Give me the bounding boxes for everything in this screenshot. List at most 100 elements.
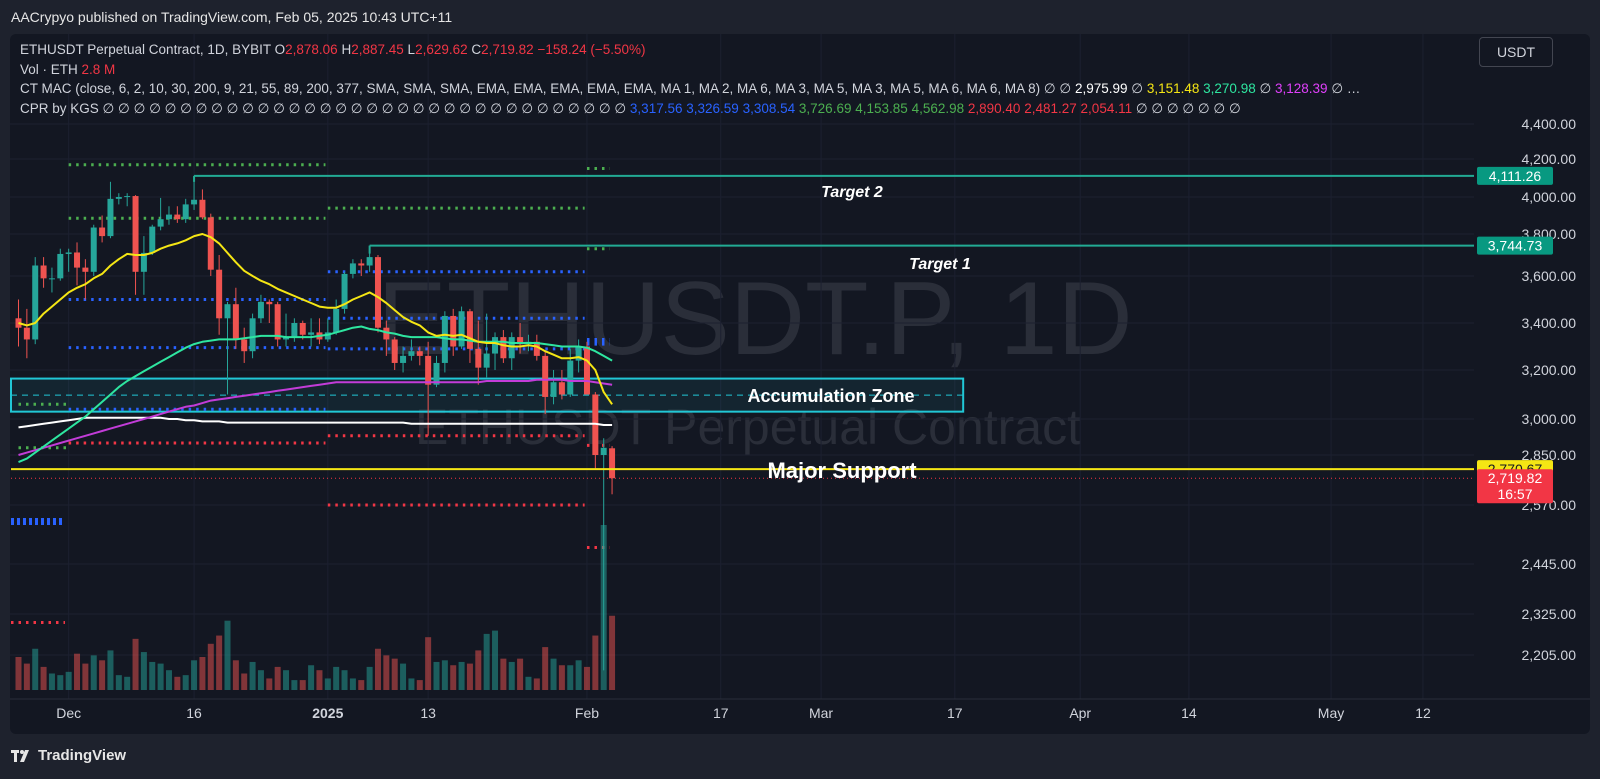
volume-bar	[558, 665, 565, 690]
candle-body	[366, 257, 373, 266]
cpr-value-6: 4,562.98	[911, 100, 965, 116]
indicator-legend: ETHUSDT Perpetual Contract, 1D, BYBIT O 2…	[20, 40, 1360, 118]
volume-bar	[15, 657, 22, 690]
volume-bar	[400, 663, 407, 690]
volume-bar	[341, 670, 348, 690]
volume-label: Vol · ETH	[20, 61, 78, 77]
volume-bar	[48, 673, 55, 690]
volume-bar	[333, 666, 340, 690]
publish-text: AACrypyo published on TradingView.com, F…	[11, 9, 453, 25]
candle-body	[466, 311, 473, 349]
candle-body	[450, 315, 457, 347]
cpr-label: CPR by KGS	[20, 100, 99, 116]
volume-bar	[140, 652, 147, 690]
volume-bar	[492, 630, 499, 690]
ctmac-sep-1: ∅	[1131, 81, 1144, 96]
volume-bar	[308, 665, 315, 690]
candle-body	[550, 382, 557, 397]
volume-bar	[199, 657, 206, 690]
volume-bar	[90, 655, 97, 690]
candle-body	[157, 219, 164, 227]
time-tick-label: 14	[1181, 705, 1197, 721]
candle-body	[283, 337, 290, 340]
candle-body	[383, 327, 390, 340]
ctmac-value-4: 3,128.39	[1275, 81, 1328, 96]
volume-bar	[182, 675, 189, 690]
volume-bar	[291, 680, 298, 690]
time-tick-label: 12	[1415, 705, 1431, 721]
cpr-value-8: 2,481.27	[1024, 100, 1077, 116]
volume-bar	[23, 663, 30, 690]
legend-cpr-row[interactable]: CPR by KGS ∅ ∅ ∅ ∅ ∅ ∅ ∅ ∅ ∅ ∅ ∅ ∅ ∅ ∅ ∅…	[20, 99, 1360, 119]
volume-bar	[241, 673, 248, 690]
time-tick-label: Feb	[575, 705, 599, 721]
candle-body	[99, 227, 106, 237]
candle-body	[48, 278, 55, 280]
volume-bar	[266, 678, 273, 690]
legend-volume-row[interactable]: Vol · ETH 2.8 M	[20, 60, 1360, 80]
target-1-price-tag-bg	[1477, 236, 1553, 255]
ctmac-label: CT MAC (close, 6, 2, 10, 30, 200, 9, 21,…	[20, 81, 1041, 96]
volume-bar	[207, 643, 214, 690]
ctmac-value-3: 3,270.98	[1203, 81, 1256, 96]
last-price-tag: 2,719.82	[1488, 470, 1543, 486]
open-label: O	[274, 42, 286, 57]
volume-bar	[525, 676, 532, 690]
close-value: 2,719.82	[481, 42, 534, 57]
candle-body	[174, 214, 181, 220]
price-axis[interactable]: 2,205.002,325.002,445.002,570.002,850.00…	[1474, 34, 1590, 699]
candle-body	[533, 341, 540, 356]
volume-bar	[550, 658, 557, 690]
tradingview-logo[interactable]: TradingView	[11, 747, 126, 764]
price-tick-label: 2,325.00	[1522, 606, 1577, 622]
cpr-value-2: 3,326.59	[686, 100, 739, 116]
price-chart[interactable]: ETHUSDT.P, 1D ETHUSDT Perpetual Contract…	[10, 34, 1590, 734]
candle-body	[124, 196, 131, 198]
candle-body	[425, 355, 432, 385]
target-1-label: Target 1	[909, 256, 971, 273]
low-value: 2,629.62	[415, 42, 468, 57]
candle-body	[458, 311, 465, 347]
volume-bar	[349, 678, 356, 690]
legend-ctmac-row[interactable]: CT MAC (close, 6, 2, 10, 30, 200, 9, 21,…	[20, 79, 1360, 99]
quote-currency-button[interactable]: USDT	[1479, 37, 1553, 67]
high-label: H	[341, 42, 352, 57]
time-tick-label: Dec	[56, 705, 81, 721]
volume-bar	[132, 638, 139, 690]
candle-body	[583, 346, 590, 395]
volume-bar	[99, 660, 106, 690]
time-axis[interactable]: Dec 16 2025 13 Feb 17 Mar 17 Apr 14 May 12	[10, 698, 1590, 721]
volume-bar	[583, 666, 590, 690]
change-value: −158.24 (−5.50%)	[537, 42, 646, 57]
candle-body	[408, 351, 415, 356]
volume-bar	[32, 648, 39, 690]
legend-symbol-row[interactable]: ETHUSDT Perpetual Contract, 1D, BYBIT O 2…	[20, 40, 1360, 60]
candle-body	[483, 353, 490, 368]
candle-body	[341, 273, 348, 309]
volume-bar	[299, 680, 306, 690]
volume-bar	[216, 635, 223, 690]
volume-bar	[149, 661, 156, 690]
candle-body	[182, 204, 189, 220]
candle-body	[567, 360, 574, 395]
close-label: C	[471, 42, 482, 57]
candle-body	[333, 308, 340, 333]
volume-bar	[82, 663, 89, 690]
symbol-name: ETHUSDT Perpetual Contract, 1D, BYBIT	[20, 42, 271, 57]
volume-bar	[191, 660, 198, 690]
candle-body	[542, 355, 549, 397]
ctmac-sep-2: ∅	[1259, 81, 1272, 96]
candle-body	[65, 252, 72, 254]
price-tick-label: 4,400.00	[1522, 116, 1577, 132]
chart-frame[interactable]: ETHUSDT.P, 1D ETHUSDT Perpetual Contract…	[10, 34, 1590, 734]
watermark: ETHUSDT.P, 1D ETHUSDT Perpetual Contract	[377, 261, 1132, 455]
candle-body	[575, 346, 582, 361]
price-tick-label: 3,400.00	[1522, 315, 1577, 331]
ema-yellow-line	[18, 233, 613, 405]
volume-value: 2.8 M	[81, 61, 116, 77]
volume-bar	[324, 678, 331, 690]
target-2-price-tag: 4,111.26	[1489, 168, 1542, 184]
volume-bar	[65, 671, 72, 690]
candle-body	[57, 253, 64, 279]
publish-header: AACrypyo published on TradingView.com, F…	[0, 0, 1600, 34]
